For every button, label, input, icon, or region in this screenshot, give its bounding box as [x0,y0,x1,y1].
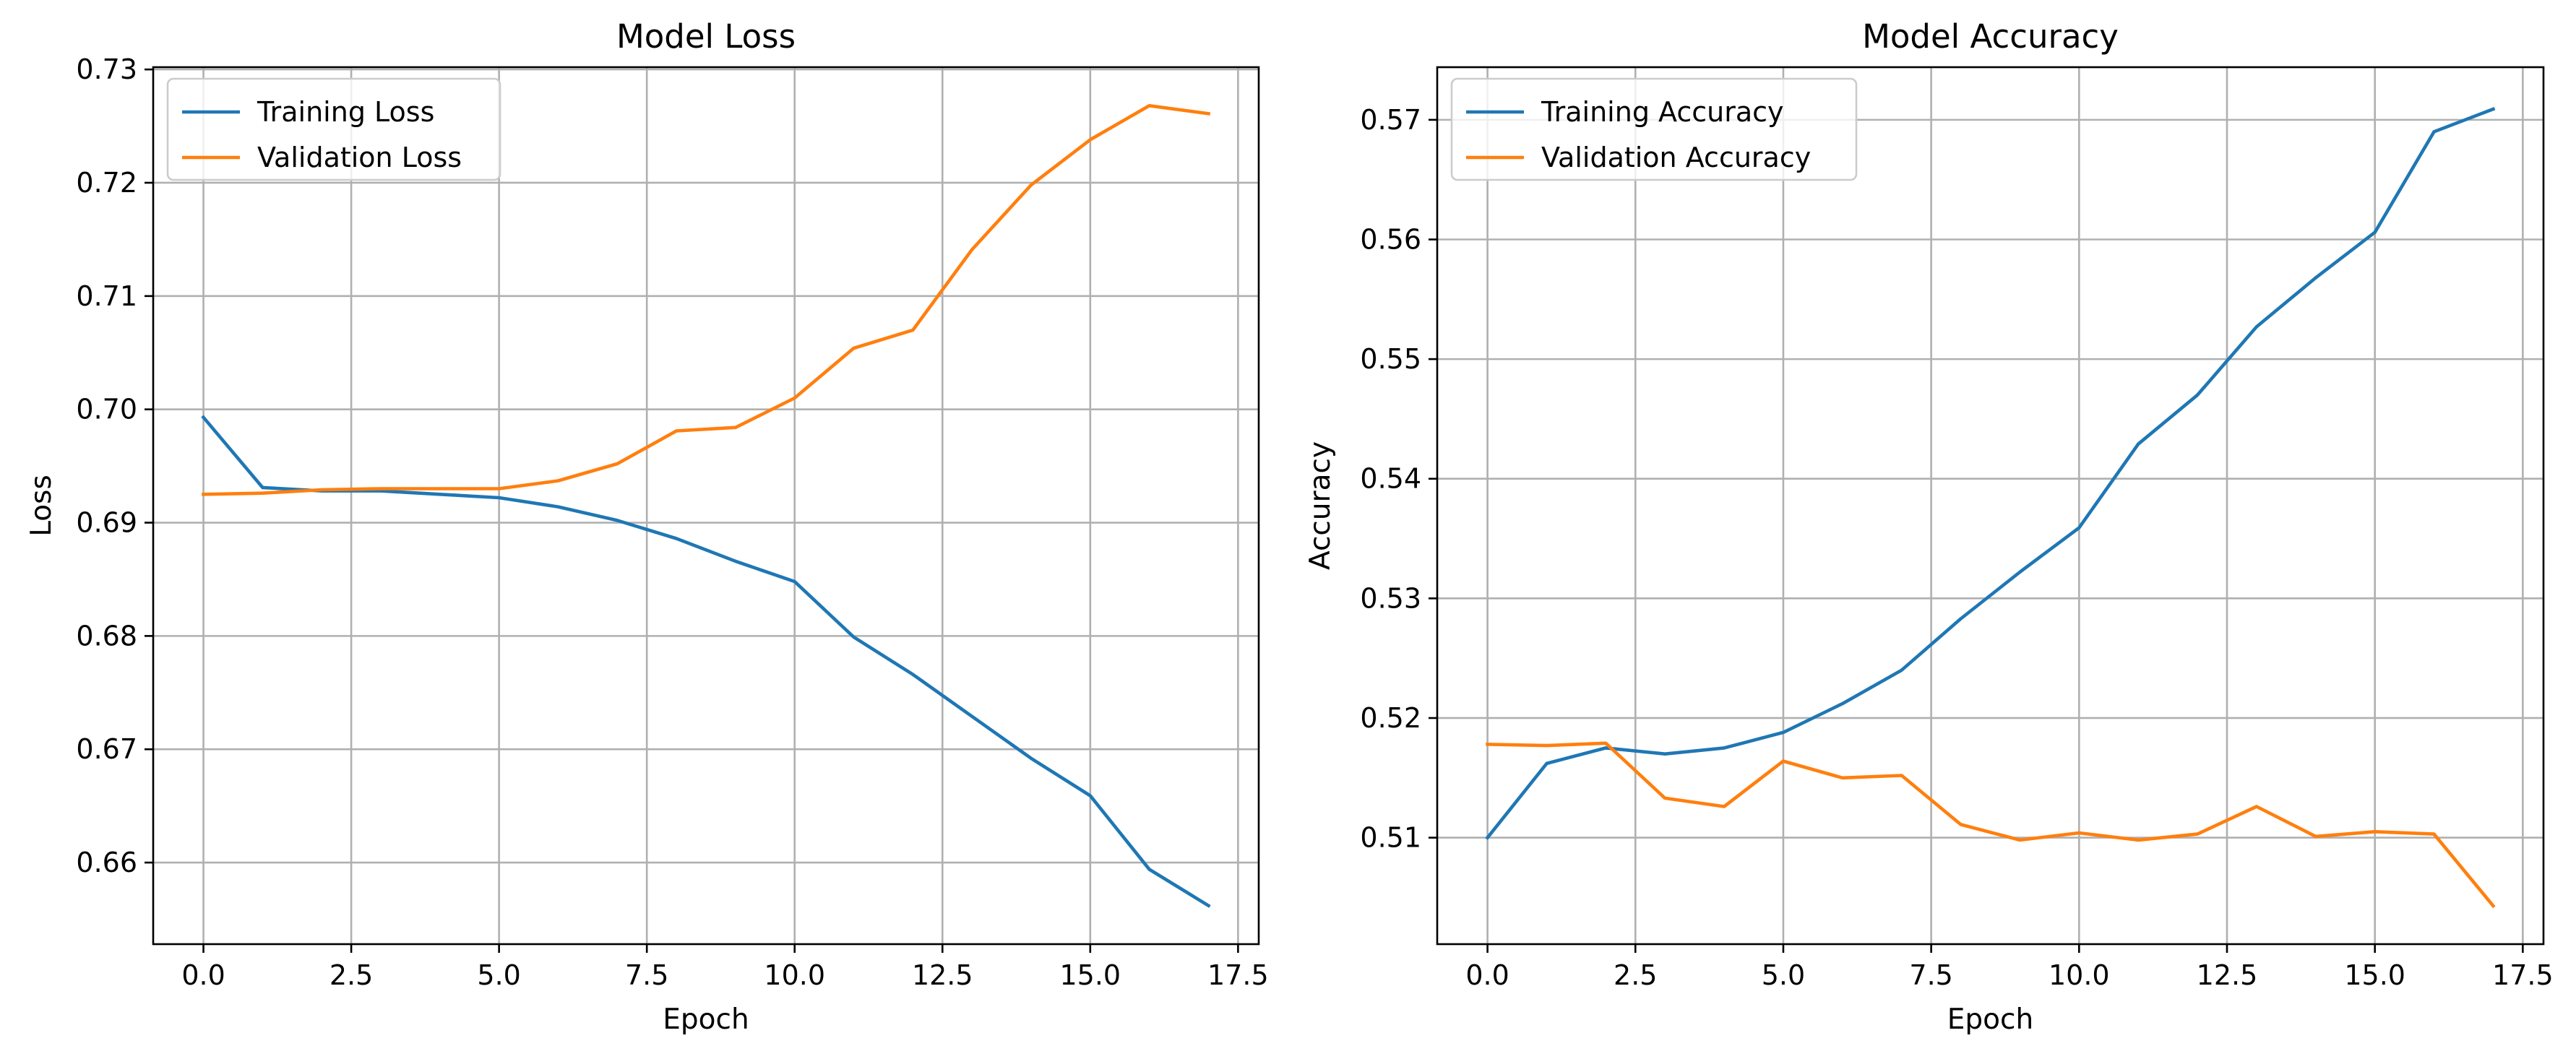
chart-0: 0.0 2.5 5.0 7.5 10.0 12.5 15.0 17.5 0.66 0.67 0.68… [25,17,1269,1036]
y-tick-label: 0.66 [76,847,137,878]
x-tick-label: 17.5 [1207,959,1269,991]
legend-label: Validation Loss [257,142,462,173]
x-tick-label: 7.5 [1909,959,1952,991]
y-tick-label: 0.67 [76,733,137,765]
y-tick-label: 0.52 [1360,702,1421,734]
legend-label: Validation Accuracy [1541,142,1811,173]
x-tick-label: 2.5 [1614,959,1657,991]
chart-title: Model Accuracy [1862,17,2119,56]
x-tick-label: 15.0 [2344,959,2405,991]
series-line-training [201,415,1211,908]
y-axis-label: Accuracy [1304,441,1337,570]
y-tick-label: 0.54 [1360,463,1421,495]
y-tick-label: 0.53 [1360,582,1421,614]
plot-frame [1436,66,2545,946]
x-tick-label: 7.5 [625,959,668,991]
y-tick-label: 0.51 [1360,822,1421,854]
x-tick-label: 12.5 [912,959,973,991]
y-tick-label: 0.69 [76,507,137,539]
series-line-training [1485,107,2496,840]
legend-box [1450,77,1858,181]
y-tick-label: 0.73 [76,53,137,85]
y-tick-label: 0.55 [1360,343,1421,375]
x-tick-label: 12.5 [2197,959,2258,991]
x-tick-label: 10.0 [764,959,825,991]
x-tick-label: 5.0 [477,959,520,991]
chart-title: Model Loss [616,17,796,56]
y-axis-label: Loss [25,475,58,537]
y-tick-label: 0.70 [76,394,137,425]
plot-frame [152,66,1260,946]
x-tick-label: 15.0 [1060,959,1121,991]
legend-box [166,77,501,181]
legend-label: Training Loss [257,96,434,128]
x-tick-label: 10.0 [2049,959,2110,991]
y-tick-label: 0.57 [1360,104,1421,136]
chart-1: 0.0 2.5 5.0 7.5 10.0 12.5 15.0 17.5 0.51 0.52 0.53… [1304,17,2554,1036]
x-axis-label: Epoch [663,1003,749,1036]
y-tick-label: 0.56 [1360,223,1421,255]
x-tick-label: 2.5 [329,959,373,991]
x-tick-label: 5.0 [1762,959,1805,991]
y-tick-label: 0.71 [76,280,137,312]
x-tick-label: 0.0 [1465,959,1509,991]
legend-label: Training Accuracy [1541,96,1784,128]
legend: Training Accuracy Validation Accuracy [1450,77,1858,181]
y-tick-label: 0.68 [76,620,137,652]
x-axis-label: Epoch [1947,1003,2033,1036]
legend: Training Loss Validation Loss [166,77,501,181]
y-tick-label: 0.72 [76,167,137,199]
x-tick-label: 17.5 [2492,959,2554,991]
series-line-validation [202,104,1211,496]
series-line-validation [1486,741,2496,909]
x-tick-label: 0.0 [181,959,225,991]
